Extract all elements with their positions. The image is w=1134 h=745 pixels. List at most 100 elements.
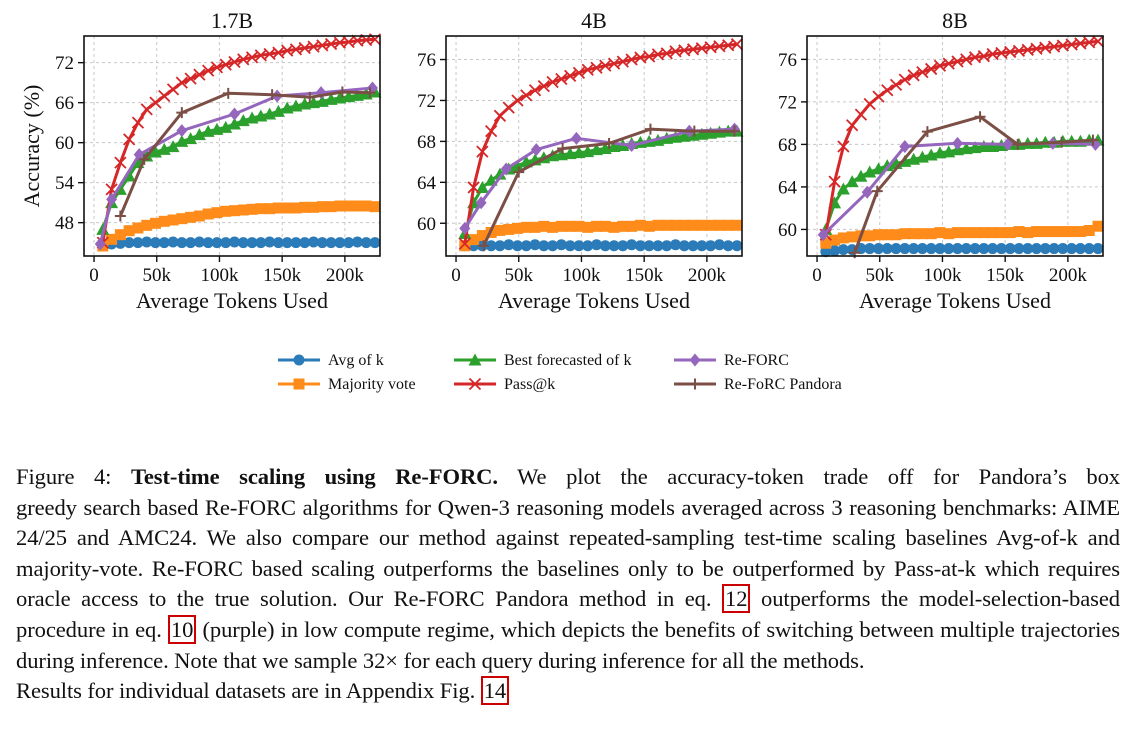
data-point-maj	[705, 219, 717, 231]
data-point-reforc	[176, 124, 188, 138]
data-point-maj	[511, 222, 523, 234]
data-point-avg	[141, 236, 153, 248]
data-point-maj	[538, 220, 550, 232]
equation-ref-12[interactable]: 12	[722, 584, 751, 614]
data-point-avg	[114, 237, 126, 249]
data-point-avg	[325, 237, 337, 249]
data-point-pandora	[557, 143, 569, 155]
data-point-pass	[572, 66, 586, 79]
data-point-pass	[502, 101, 515, 114]
data-point-best	[933, 146, 947, 159]
data-point-best	[968, 141, 982, 154]
y-tick-label: 60	[778, 220, 797, 241]
data-point-avg	[123, 237, 135, 249]
series-line-best	[463, 129, 737, 234]
data-point-avg	[643, 240, 655, 252]
data-point-avg	[573, 240, 585, 252]
appendix-figure-ref-14[interactable]: 14	[480, 676, 510, 706]
data-point-reforc	[530, 143, 542, 157]
data-point-maj	[722, 219, 734, 231]
data-point-avg	[316, 237, 328, 249]
data-point-avg	[952, 243, 964, 255]
y-axis-label: Accuracy (%)	[19, 85, 44, 208]
data-point-maj	[369, 201, 381, 213]
data-point-avg	[995, 243, 1007, 255]
data-point-maj	[820, 237, 832, 249]
data-point-reforc	[500, 162, 512, 176]
data-point-maj	[132, 222, 144, 234]
data-point-avg	[485, 240, 497, 252]
data-point-maj	[670, 219, 682, 231]
data-point-maj	[520, 221, 532, 233]
data-point-maj	[925, 228, 937, 240]
x-tick-label: 50k	[504, 265, 533, 286]
data-point-maj	[494, 224, 506, 236]
data-point-pass	[854, 108, 868, 121]
y-tick-label: 68	[778, 135, 797, 156]
data-point-avg	[890, 243, 902, 255]
data-point-avg	[872, 243, 884, 255]
data-point-best	[184, 132, 198, 145]
data-point-maj	[634, 219, 646, 231]
y-tick-label: 68	[417, 132, 436, 153]
data-point-pandora	[222, 87, 234, 99]
data-point-maj	[351, 200, 363, 212]
data-point-best	[669, 130, 683, 143]
data-point-avg	[229, 236, 241, 248]
data-point-maj	[360, 200, 372, 212]
x-tick-label: 50k	[142, 265, 171, 286]
y-tick-label: 72	[417, 91, 436, 112]
data-point-avg	[193, 236, 205, 248]
data-point-pass	[528, 84, 542, 97]
data-point-pass	[458, 237, 471, 250]
data-point-avg	[960, 243, 972, 255]
data-point-maj	[978, 227, 990, 239]
x-axis-label: Average Tokens Used	[498, 288, 690, 313]
data-point-maj	[325, 201, 337, 213]
data-point-avg	[547, 240, 559, 252]
data-point-reforc	[952, 136, 964, 150]
data-point-reforc	[861, 185, 873, 199]
equation-ref-10[interactable]: 10	[167, 614, 197, 644]
data-point-maj	[476, 230, 488, 242]
data-point-maj	[1057, 226, 1069, 238]
y-tick-label: 72	[55, 53, 74, 74]
data-point-avg	[167, 236, 179, 248]
data-point-pandora	[688, 125, 700, 137]
data-point-avg	[308, 236, 320, 248]
legend-label-reforc: Re-FORC	[724, 352, 789, 369]
data-point-avg	[1066, 243, 1078, 255]
data-point-avg	[220, 237, 232, 249]
data-point-pass	[828, 175, 841, 188]
data-point-avg	[1013, 243, 1025, 255]
data-point-best	[686, 128, 700, 141]
data-point-best	[572, 146, 586, 159]
data-point-maj	[547, 221, 559, 233]
data-point-pass	[114, 156, 127, 169]
data-point-pass	[202, 64, 215, 77]
data-point-pandora	[921, 126, 933, 138]
data-point-avg	[582, 240, 594, 252]
data-point-pandora	[364, 87, 376, 99]
data-point-avg	[626, 239, 638, 251]
data-point-pandora	[1056, 136, 1068, 148]
data-point-pandora	[114, 210, 126, 222]
data-point-avg	[661, 240, 673, 252]
data-point-maj	[591, 220, 603, 232]
data-point-maj	[934, 227, 946, 239]
data-point-maj	[599, 220, 611, 232]
data-point-maj	[908, 228, 920, 240]
data-point-maj	[696, 219, 708, 231]
data-point-maj	[837, 232, 849, 244]
data-point-avg	[987, 243, 999, 255]
x-tick-label: 0	[812, 265, 822, 286]
data-point-avg	[1048, 243, 1060, 255]
caption-line1-rest: We plot the accuracy-token trade off for…	[517, 464, 1120, 489]
data-point-pass	[537, 80, 550, 93]
data-point-avg	[864, 243, 876, 255]
data-point-pass	[467, 181, 480, 194]
data-point-maj	[943, 228, 955, 240]
data-point-best	[836, 182, 850, 195]
data-point-maj	[582, 221, 594, 233]
data-point-avg	[176, 237, 188, 249]
